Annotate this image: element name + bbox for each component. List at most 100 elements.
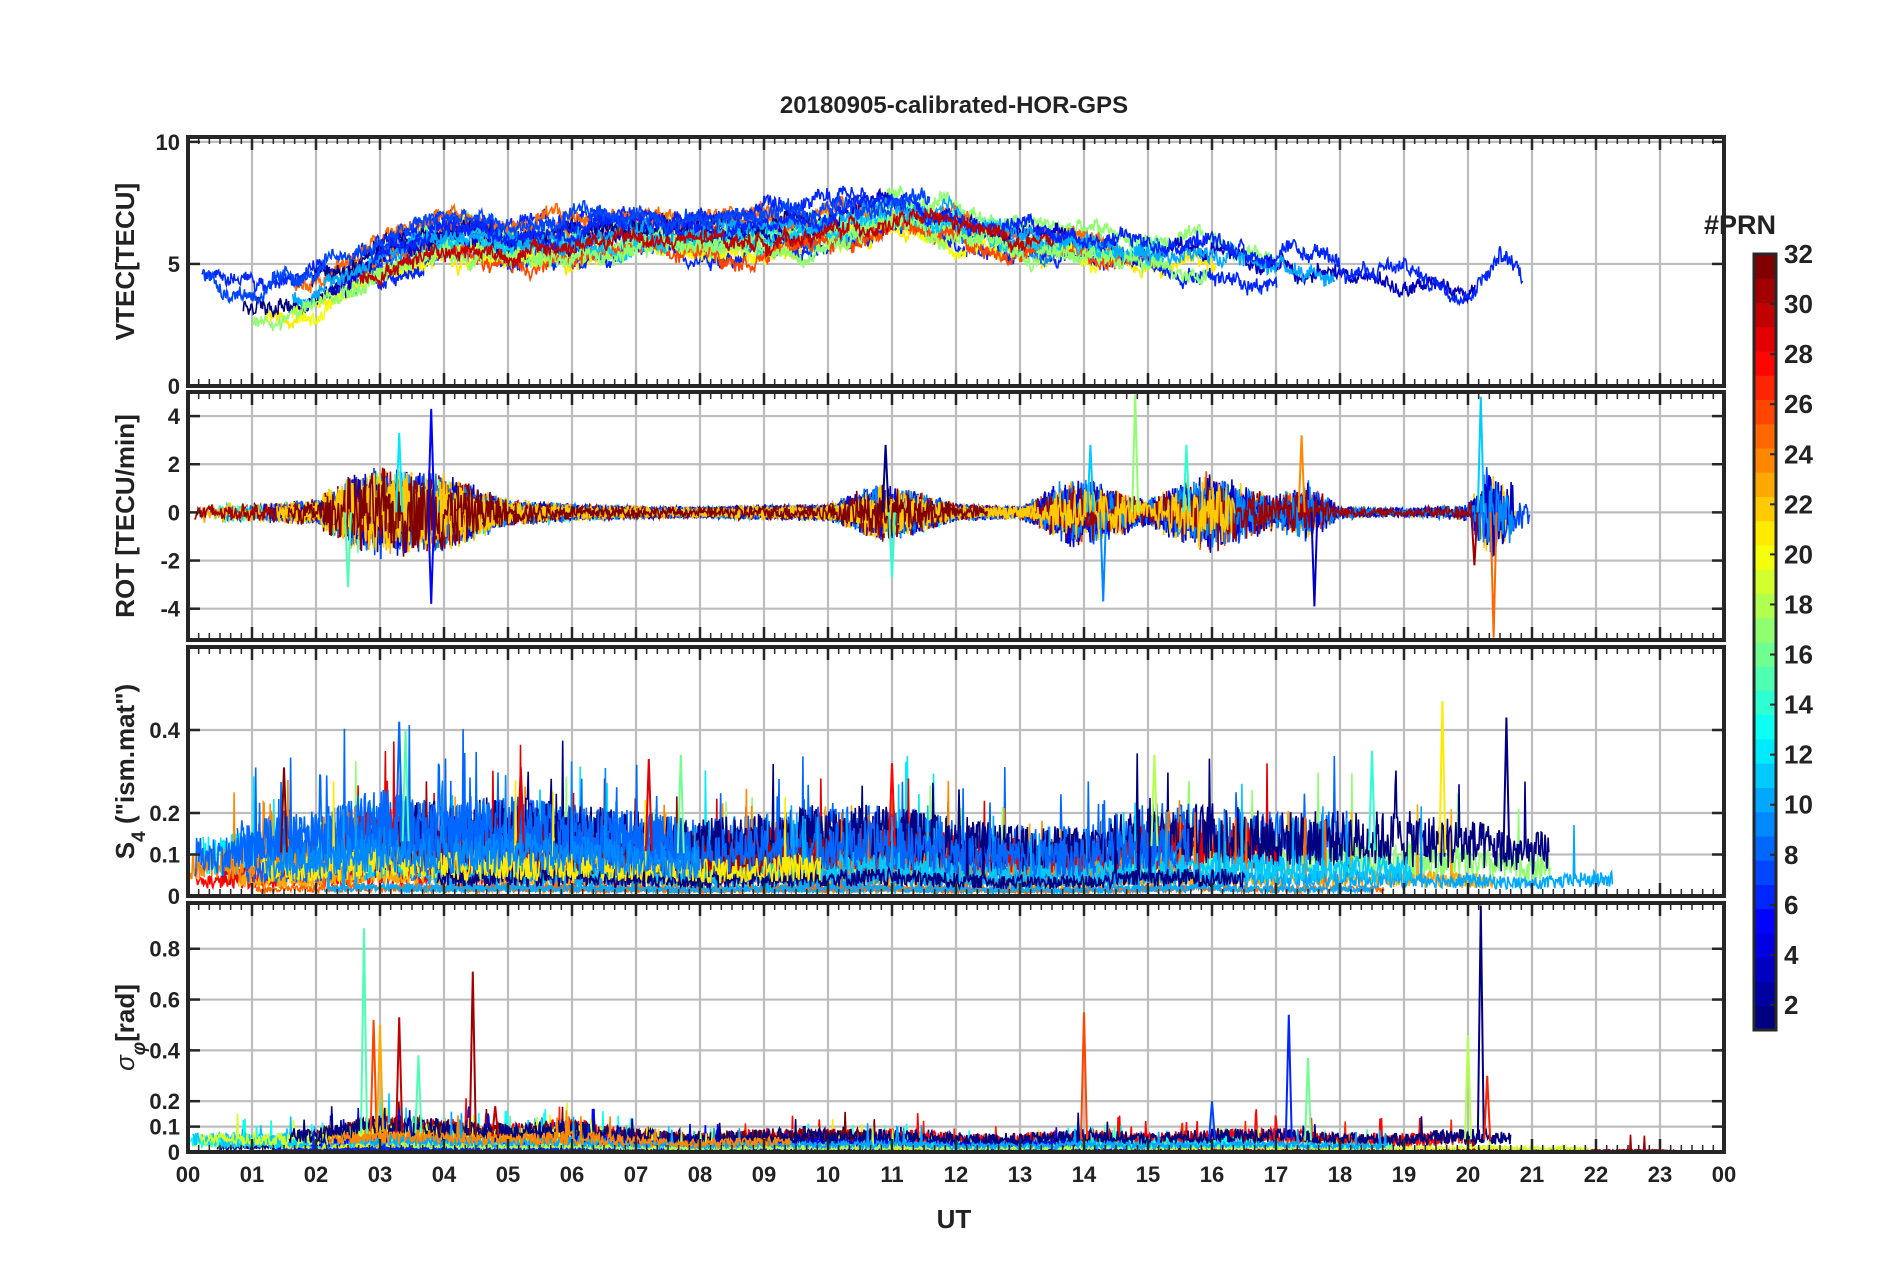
sigma_phi-trace-21	[327, 1110, 792, 1150]
s4-frame	[186, 645, 1726, 898]
rot-y-axis-label: ROT [TECU/min]	[110, 414, 140, 618]
s4-spike-2	[1438, 700, 1447, 853]
x-tick-label-7: 07	[624, 1162, 648, 1187]
x-tick-label-8: 08	[688, 1162, 712, 1187]
rot-spike-5	[888, 512, 896, 578]
s4-spike-5	[1368, 750, 1376, 851]
sigma_phi-spike-5	[468, 971, 477, 1136]
rot-ytick-label-0: -4	[160, 597, 180, 622]
rot-ytick-label-2: 0	[168, 500, 180, 525]
sigma_phi-spike-7	[1284, 1014, 1293, 1140]
colorbar-level-11	[1754, 763, 1776, 788]
colorbar-level-22	[1754, 496, 1776, 522]
vtec-y-axis-label: VTEC[TECU]	[110, 183, 140, 340]
s4-y-axis-label: S4 ("ism.mat")	[110, 684, 150, 859]
sigma_phi-ylabel-sub: φ	[129, 1042, 150, 1055]
rot-spike-3	[344, 512, 352, 588]
colorbar-level-16	[1754, 642, 1776, 667]
colorbar-level-6	[1754, 884, 1776, 910]
x-tick-label-2: 02	[304, 1162, 328, 1187]
sigma_phi-spike-1	[369, 1019, 378, 1133]
s4-trace-19	[436, 793, 1246, 891]
colorbar-level-21	[1754, 520, 1776, 546]
vtec-trace-20	[252, 214, 1208, 332]
s4-spike-10	[516, 767, 525, 843]
colorbar-tick-label-9: 20	[1784, 539, 1813, 569]
rot-spike-9	[1182, 444, 1191, 513]
rot-spike-2	[395, 432, 404, 513]
rot-series	[194, 394, 1531, 638]
colorbar-level-29	[1754, 326, 1776, 352]
colorbar-level-18	[1754, 593, 1776, 619]
rot-ytick-label-3: 2	[168, 452, 180, 477]
x-tick-label-15: 15	[1136, 1162, 1160, 1187]
s4-spike-8	[888, 763, 896, 847]
sigma_phi-ytick-label-5: 0.8	[149, 937, 180, 962]
s4-spike-4	[1150, 754, 1159, 847]
x-tick-label-17: 17	[1264, 1162, 1288, 1187]
colorbar-level-7	[1754, 860, 1776, 885]
s4-trace-17	[236, 725, 690, 870]
colorbar-level-3	[1754, 957, 1776, 982]
x-tick-label-11: 11	[880, 1162, 903, 1187]
vtec-trace-19	[202, 187, 931, 305]
colorbar-level-32	[1754, 254, 1776, 279]
sigma_phi-spike-4	[414, 1055, 423, 1134]
x-tick-label-6: 06	[560, 1162, 584, 1187]
x-tick-label-16: 16	[1200, 1162, 1224, 1187]
s4-ylabel-sub: 4	[129, 831, 150, 842]
colorbar-level-2	[1754, 981, 1776, 1007]
s4-ytick-label-3: 0.4	[149, 718, 180, 743]
colorbar-tick-label-12: 26	[1784, 389, 1813, 419]
rot-frame	[186, 390, 1726, 642]
colorbar-level-30	[1754, 302, 1776, 328]
s4-spike-0	[395, 721, 404, 841]
sigma_phi-spike-3	[395, 1017, 404, 1133]
colorbar-level-20	[1754, 545, 1776, 570]
x-tick-label-5: 05	[496, 1162, 520, 1187]
x-tick-label-4: 04	[432, 1162, 457, 1187]
panel-s4: 00.10.20.4S4 ("ism.mat")	[110, 645, 1726, 909]
colorbar-level-28	[1754, 351, 1776, 376]
s4-spike-1	[401, 729, 410, 842]
colorbar-level-27	[1754, 375, 1776, 400]
x-tick-label-3: 03	[368, 1162, 392, 1187]
rot-spike-0	[427, 408, 436, 513]
colorbar-level-1	[1754, 1005, 1776, 1031]
colorbar-frame	[1752, 252, 1778, 1032]
sigma_phi-ytick-label-0: 0	[168, 1140, 180, 1165]
colorbar-tick-label-10: 22	[1784, 489, 1813, 519]
colorbar-tick-label-13: 28	[1784, 339, 1813, 369]
colorbar-level-31	[1754, 278, 1776, 303]
vtec-trace-11	[341, 206, 1117, 299]
colorbar-level-12	[1754, 739, 1776, 764]
colorbar-tick-label-6: 14	[1784, 690, 1813, 720]
sigma_phi-ytick-label-2: 0.2	[149, 1089, 180, 1114]
sigma_phi-spike-9	[1476, 905, 1485, 1140]
sigma_phi-spike-0	[360, 928, 368, 1134]
rot-ytick-label-1: -2	[160, 549, 180, 574]
x-tick-label-21: 21	[1520, 1162, 1544, 1187]
sigma_phi-y-axis-label: σφ[rad]	[110, 984, 150, 1071]
sigma_phi-ytick-label-1: 0.1	[149, 1115, 180, 1140]
x-tick-label-23: 23	[1648, 1162, 1672, 1187]
x-tick-label-9: 09	[752, 1162, 776, 1187]
s4-spike-9	[280, 767, 288, 853]
sigma_phi-spike-11	[1483, 1075, 1492, 1141]
colorbar-level-26	[1754, 399, 1776, 425]
sigma_phi-spike-10	[1464, 1035, 1472, 1140]
colorbar-level-8	[1754, 836, 1776, 861]
rot-spike-13	[1489, 512, 1498, 638]
s4-ylabel-main: S	[110, 842, 140, 859]
colorbar-tick-label-3: 8	[1784, 840, 1798, 870]
rot-spike-4	[881, 444, 890, 513]
x-tick-label-14: 14	[1072, 1162, 1097, 1187]
colorbar-tick-label-1: 4	[1784, 940, 1799, 970]
sigma_phi-ytick-label-4: 0.6	[149, 988, 180, 1013]
s4-ytick-label-2: 0.2	[149, 801, 180, 826]
sigma_phi-trace-20	[363, 1111, 1389, 1152]
colorbar-level-4	[1754, 933, 1776, 958]
colorbar-level-24	[1754, 448, 1776, 473]
